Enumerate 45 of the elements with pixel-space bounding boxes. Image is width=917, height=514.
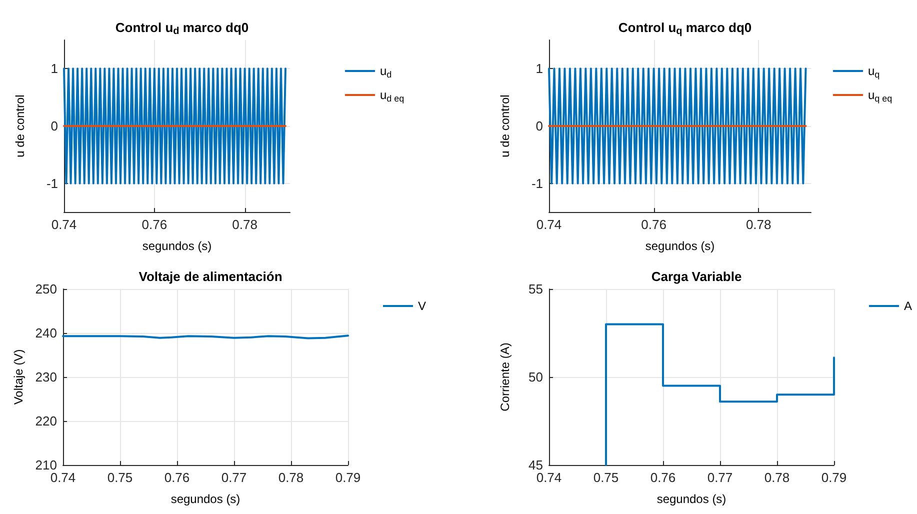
y-tick-label: 210: [35, 458, 57, 472]
x-tick-label: 0.74: [51, 217, 77, 232]
y-tick-label: 1: [50, 61, 58, 76]
y-tick-label: 0: [536, 118, 543, 134]
y-tick-label: 220: [35, 414, 57, 428]
legend-label: A: [904, 299, 912, 313]
x-tick-label: 0.75: [593, 470, 619, 485]
x-axis-title: segundos (s): [170, 492, 240, 506]
x-tick-label: 0.74: [536, 470, 562, 485]
x-tick-label: 0.74: [536, 217, 562, 232]
y-tick-label: 50: [528, 370, 543, 384]
x-tick-label: 0.78: [278, 470, 304, 485]
x-tick-label: 0.77: [221, 470, 247, 485]
x-tick-label: 0.74: [50, 470, 76, 485]
y-tick-label: 1: [536, 61, 543, 76]
x-tick-label: 0.76: [650, 470, 676, 485]
y-tick-label: -1: [531, 176, 543, 191]
y-tick-label: 240: [35, 326, 57, 340]
x-tick-label: 0.78: [746, 217, 772, 232]
y-tick-label: 55: [528, 282, 543, 296]
y-tick-label: -1: [46, 176, 58, 191]
y-tick-label: 0: [50, 118, 58, 134]
chart-title: Carga Variable: [651, 269, 742, 284]
y-axis-title: u de control: [13, 94, 27, 158]
x-axis-title: segundos (s): [656, 492, 726, 506]
x-tick-label: 0.79: [821, 470, 847, 485]
y-tick-label: 250: [35, 282, 57, 296]
y-tick-label: 45: [528, 458, 543, 472]
y-axis-title: Corriente (A): [498, 342, 512, 412]
y-tick-label: 230: [35, 370, 57, 384]
x-tick-label: 0.78: [232, 217, 258, 232]
line-series: [605, 323, 835, 466]
x-tick-label: 0.76: [164, 470, 190, 485]
chart-title: Voltaje de alimentación: [138, 269, 282, 284]
x-tick-label: 0.77: [707, 470, 733, 485]
y-axis-title: u de control: [498, 94, 512, 158]
x-tick-label: 0.75: [107, 470, 133, 485]
x-tick-label: 0.79: [335, 470, 361, 485]
legend-label: V: [418, 299, 426, 313]
x-tick-label: 0.78: [764, 470, 790, 485]
x-tick-label: 0.76: [142, 217, 168, 232]
x-axis-title: segundos (s): [645, 239, 715, 253]
y-axis-title: Voltaje (V): [11, 349, 26, 405]
x-axis-title: segundos (s): [142, 239, 212, 253]
x-tick-label: 0.76: [641, 217, 666, 232]
